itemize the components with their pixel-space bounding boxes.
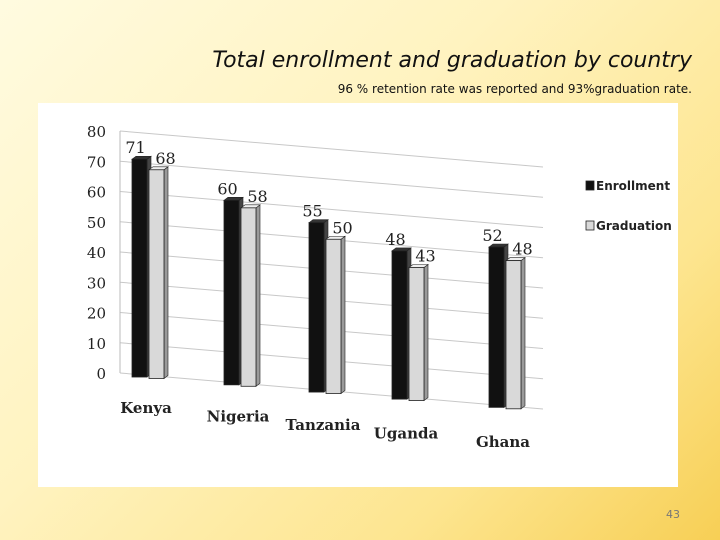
- data-label: 71: [125, 138, 145, 157]
- slide-title: Total enrollment and graduation by count…: [212, 48, 692, 73]
- data-label: 55: [302, 202, 322, 221]
- legend-label: Graduation: [596, 219, 672, 233]
- bar-side: [520, 257, 526, 410]
- legend: Enrollment Graduation: [585, 179, 672, 233]
- data-label: 60: [217, 179, 237, 198]
- x-tick-label: Ghana: [476, 433, 530, 451]
- y-tick-label: 50: [87, 214, 106, 232]
- bar-enrollment: [308, 222, 325, 393]
- y-tick-label: 30: [87, 274, 106, 292]
- data-labels: 71 68 60 58 55 50 48 43 52 48: [125, 138, 532, 265]
- page-number: 43: [666, 508, 680, 521]
- y-tick-label: 20: [87, 305, 106, 323]
- y-tick-label: 10: [87, 335, 106, 353]
- x-tick-label: Tanzania: [286, 416, 361, 434]
- bar-graduation: [325, 238, 342, 394]
- legend-label: Enrollment: [596, 179, 670, 193]
- y-axis-ticks: 0 10 20 30 40 50 60 70 80: [87, 123, 106, 383]
- chart-area: 0 10 20 30 40 50 60 70 80 71 68 60 58 55 50 48 43 52 48 K…: [38, 103, 678, 487]
- data-label: 68: [155, 149, 175, 168]
- bar-side: [163, 166, 169, 380]
- y-tick-label: 60: [87, 184, 106, 202]
- x-axis-ticks: Kenya Nigeria Tanzania Uganda Ghana: [120, 399, 530, 451]
- bar-chart: 0 10 20 30 40 50 60 70 80 71 68 60 58 55 50 48 43 52 48 K…: [87, 123, 672, 451]
- bar-side: [423, 263, 429, 402]
- x-tick-label: Uganda: [374, 425, 439, 443]
- legend-swatch: [585, 220, 595, 231]
- bar-side: [340, 235, 346, 395]
- y-tick-label: 80: [87, 123, 106, 141]
- data-label: 48: [512, 240, 532, 259]
- y-tick-label: 70: [87, 153, 106, 171]
- data-label: 43: [415, 246, 435, 265]
- x-tick-label: Nigeria: [207, 408, 270, 426]
- gridline: [119, 160, 544, 198]
- data-label: 58: [247, 187, 267, 206]
- data-label: 50: [332, 218, 352, 237]
- bar-graduation: [505, 260, 522, 410]
- bar-enrollment: [391, 250, 408, 400]
- bar-graduation: [408, 267, 425, 401]
- y-tick-label: 0: [96, 365, 106, 383]
- gridline: [119, 130, 544, 168]
- bar-graduation: [240, 207, 257, 387]
- bars: [131, 155, 526, 410]
- bar-enrollment: [131, 158, 148, 378]
- x-tick-label: Kenya: [120, 399, 172, 417]
- bar-enrollment: [488, 246, 505, 408]
- bar-graduation: [148, 169, 165, 379]
- bar-side: [255, 204, 261, 387]
- data-label: 48: [385, 230, 405, 249]
- legend-swatch: [585, 180, 595, 191]
- bar-enrollment: [223, 199, 240, 386]
- y-tick-label: 40: [87, 244, 106, 262]
- data-label: 52: [482, 226, 502, 245]
- slide-subtitle: 96 % retention rate was reported and 93%…: [337, 82, 692, 96]
- gridline: [119, 191, 544, 228]
